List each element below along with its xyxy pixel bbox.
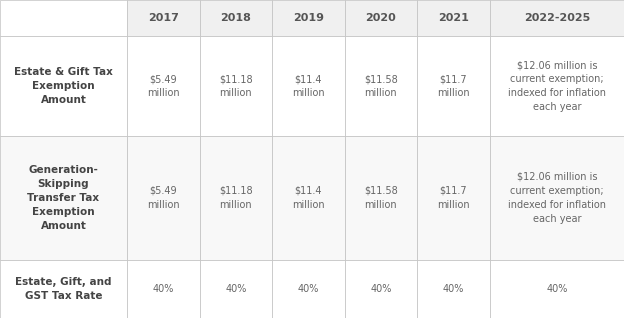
Text: $11.4
million: $11.4 million — [292, 186, 324, 210]
FancyBboxPatch shape — [417, 136, 490, 260]
Text: 2017: 2017 — [148, 13, 178, 23]
FancyBboxPatch shape — [0, 37, 127, 136]
Text: $12.06 million is
current exemption;
indexed for inflation
each year: $12.06 million is current exemption; ind… — [508, 172, 606, 224]
FancyBboxPatch shape — [0, 0, 127, 37]
FancyBboxPatch shape — [272, 0, 344, 37]
FancyBboxPatch shape — [127, 260, 200, 318]
FancyBboxPatch shape — [200, 37, 272, 136]
FancyBboxPatch shape — [272, 37, 344, 136]
FancyBboxPatch shape — [344, 260, 417, 318]
FancyBboxPatch shape — [490, 260, 624, 318]
Text: 40%: 40% — [370, 284, 392, 294]
FancyBboxPatch shape — [417, 260, 490, 318]
Text: $11.18
million: $11.18 million — [219, 186, 253, 210]
Text: $5.49
million: $5.49 million — [147, 74, 180, 98]
Text: Estate & Gift Tax
Exemption
Amount: Estate & Gift Tax Exemption Amount — [14, 67, 113, 105]
FancyBboxPatch shape — [0, 260, 127, 318]
FancyBboxPatch shape — [490, 0, 624, 37]
FancyBboxPatch shape — [0, 136, 127, 260]
Text: $11.58
million: $11.58 million — [364, 186, 398, 210]
FancyBboxPatch shape — [344, 37, 417, 136]
Text: $11.58
million: $11.58 million — [364, 74, 398, 98]
FancyBboxPatch shape — [272, 136, 344, 260]
FancyBboxPatch shape — [417, 0, 490, 37]
Text: 2022-2025: 2022-2025 — [524, 13, 590, 23]
Text: 40%: 40% — [153, 284, 174, 294]
Text: 2018: 2018 — [220, 13, 251, 23]
Text: $5.49
million: $5.49 million — [147, 186, 180, 210]
Text: 40%: 40% — [546, 284, 568, 294]
FancyBboxPatch shape — [127, 37, 200, 136]
FancyBboxPatch shape — [417, 37, 490, 136]
Text: $12.06 million is
current exemption;
indexed for inflation
each year: $12.06 million is current exemption; ind… — [508, 60, 606, 112]
Text: 40%: 40% — [225, 284, 246, 294]
Text: Estate, Gift, and
GST Tax Rate: Estate, Gift, and GST Tax Rate — [15, 277, 112, 301]
FancyBboxPatch shape — [272, 260, 344, 318]
Text: 40%: 40% — [443, 284, 464, 294]
Text: 2020: 2020 — [366, 13, 396, 23]
FancyBboxPatch shape — [344, 0, 417, 37]
Text: $11.7
million: $11.7 million — [437, 74, 470, 98]
Text: $11.4
million: $11.4 million — [292, 74, 324, 98]
Text: 40%: 40% — [298, 284, 319, 294]
Text: Generation-
Skipping
Transfer Tax
Exemption
Amount: Generation- Skipping Transfer Tax Exempt… — [27, 165, 100, 231]
Text: $11.18
million: $11.18 million — [219, 74, 253, 98]
FancyBboxPatch shape — [490, 136, 624, 260]
FancyBboxPatch shape — [200, 136, 272, 260]
FancyBboxPatch shape — [200, 0, 272, 37]
FancyBboxPatch shape — [127, 0, 200, 37]
FancyBboxPatch shape — [127, 136, 200, 260]
Text: 2021: 2021 — [438, 13, 469, 23]
FancyBboxPatch shape — [344, 136, 417, 260]
FancyBboxPatch shape — [490, 37, 624, 136]
Text: 2019: 2019 — [293, 13, 324, 23]
FancyBboxPatch shape — [200, 260, 272, 318]
Text: $11.7
million: $11.7 million — [437, 186, 470, 210]
